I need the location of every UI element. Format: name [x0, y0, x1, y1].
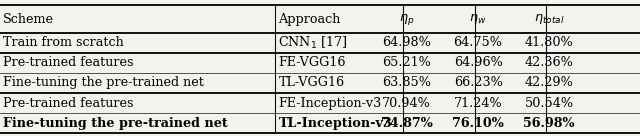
Text: Approach: Approach — [278, 13, 340, 26]
Text: Train from scratch: Train from scratch — [3, 36, 124, 49]
Text: FE-VGG16: FE-VGG16 — [278, 56, 346, 69]
Text: 64.75%: 64.75% — [454, 36, 502, 49]
Text: 76.10%: 76.10% — [452, 117, 504, 130]
Text: Scheme: Scheme — [3, 13, 54, 26]
Text: 63.85%: 63.85% — [382, 76, 431, 89]
Text: 65.21%: 65.21% — [382, 56, 431, 69]
Text: CNN$_1$ [17]: CNN$_1$ [17] — [278, 35, 348, 51]
Text: 42.29%: 42.29% — [525, 76, 573, 89]
Text: 70.94%: 70.94% — [382, 97, 431, 110]
Text: $\eta_w$: $\eta_w$ — [469, 12, 487, 26]
Text: 74.87%: 74.87% — [381, 117, 432, 130]
Text: FE-Inception-v3: FE-Inception-v3 — [278, 97, 381, 110]
Text: Pre-trained features: Pre-trained features — [3, 97, 134, 110]
Text: TL-VGG16: TL-VGG16 — [278, 76, 344, 89]
Text: Pre-trained features: Pre-trained features — [3, 56, 134, 69]
Text: Fine-tuning the pre-trained net: Fine-tuning the pre-trained net — [3, 76, 204, 89]
Text: 50.54%: 50.54% — [525, 97, 573, 110]
Text: 64.98%: 64.98% — [382, 36, 431, 49]
Text: $\eta_p$: $\eta_p$ — [399, 12, 414, 27]
Text: 42.36%: 42.36% — [525, 56, 573, 69]
Text: 66.23%: 66.23% — [454, 76, 502, 89]
Text: 56.98%: 56.98% — [524, 117, 575, 130]
Text: 64.96%: 64.96% — [454, 56, 502, 69]
Text: TL-Inception-v3: TL-Inception-v3 — [278, 117, 392, 130]
Text: $\eta_{total}$: $\eta_{total}$ — [534, 12, 564, 26]
Text: Fine-tuning the pre-trained net: Fine-tuning the pre-trained net — [3, 117, 228, 130]
Text: 41.80%: 41.80% — [525, 36, 573, 49]
Text: 71.24%: 71.24% — [454, 97, 502, 110]
